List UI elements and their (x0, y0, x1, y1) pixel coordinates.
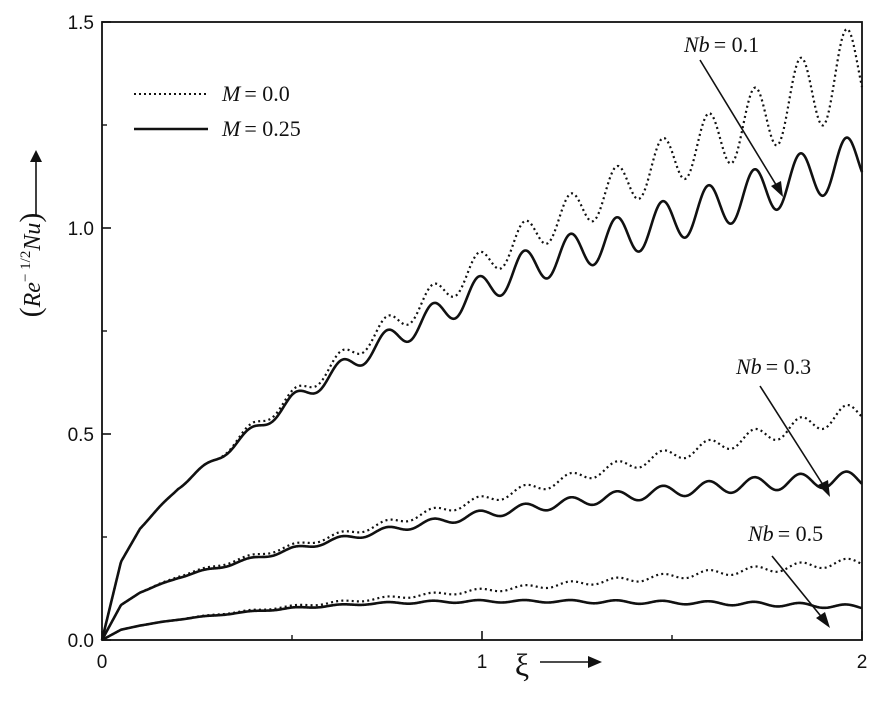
x-tick-label: 1 (477, 652, 488, 673)
svg-text:Nb= 0.3: Nb = 0.3 (735, 354, 811, 379)
series-line-1 (100, 136, 864, 641)
y-label-open: ( (14, 307, 47, 317)
y-axis-label: (Re− 1/2Nu) (14, 213, 47, 318)
y-tick-label: 1.5 (68, 13, 94, 34)
y-label-sup: − 1/2 (18, 251, 34, 282)
legend-label-m00: M = 0.0 (221, 81, 290, 106)
x-tick-label: 0 (97, 652, 108, 673)
y-label-close: ) (14, 213, 47, 223)
y-axis-arrowhead (30, 150, 42, 162)
x-axis-label: ξ (515, 647, 529, 683)
series-line-2 (101, 403, 863, 641)
annotation-nb03-arrow (759, 385, 826, 489)
svg-text:Nb= 0.1: Nb = 0.1 (683, 32, 759, 57)
y-label-rest: Nu (20, 223, 46, 252)
x-axis-arrowhead (588, 656, 602, 668)
y-tick-label: 0.0 (68, 631, 94, 652)
series-line-5 (101, 598, 863, 642)
y-label-base: Re (20, 282, 46, 309)
annotation-nb05: Nb = 0.5 (747, 521, 830, 628)
annotation-nb03: Nb = 0.3 (735, 354, 830, 497)
annotation-nb01-arrow (699, 59, 779, 189)
curves-group (100, 27, 864, 642)
series-line-0 (100, 27, 864, 641)
y-tick-label: 0.5 (68, 425, 94, 446)
legend-label-m025: M = 0.25 (221, 116, 301, 141)
annotation-nb01: Nb = 0.1 (683, 32, 783, 197)
svg-text:(Re− 1/2Nu): (Re− 1/2Nu) (14, 213, 47, 318)
y-tick-label: 1.0 (68, 219, 94, 240)
annotation-nb01-arrowhead (771, 181, 783, 197)
ticks-group: 0 1 2 0.0 0.5 1.0 1.5 (68, 13, 868, 673)
plot-frame (101, 21, 863, 641)
svg-text:Nb= 0.5: Nb = 0.5 (747, 521, 823, 546)
legend: M = 0.0 M = 0.25 (134, 81, 301, 141)
x-tick-label: 2 (857, 652, 868, 673)
annotation-nb03-arrowhead (818, 480, 830, 497)
series-line-3 (100, 470, 863, 641)
annotation-nb05-arrow (771, 555, 825, 621)
annotation-nb05-arrowhead (816, 612, 830, 628)
